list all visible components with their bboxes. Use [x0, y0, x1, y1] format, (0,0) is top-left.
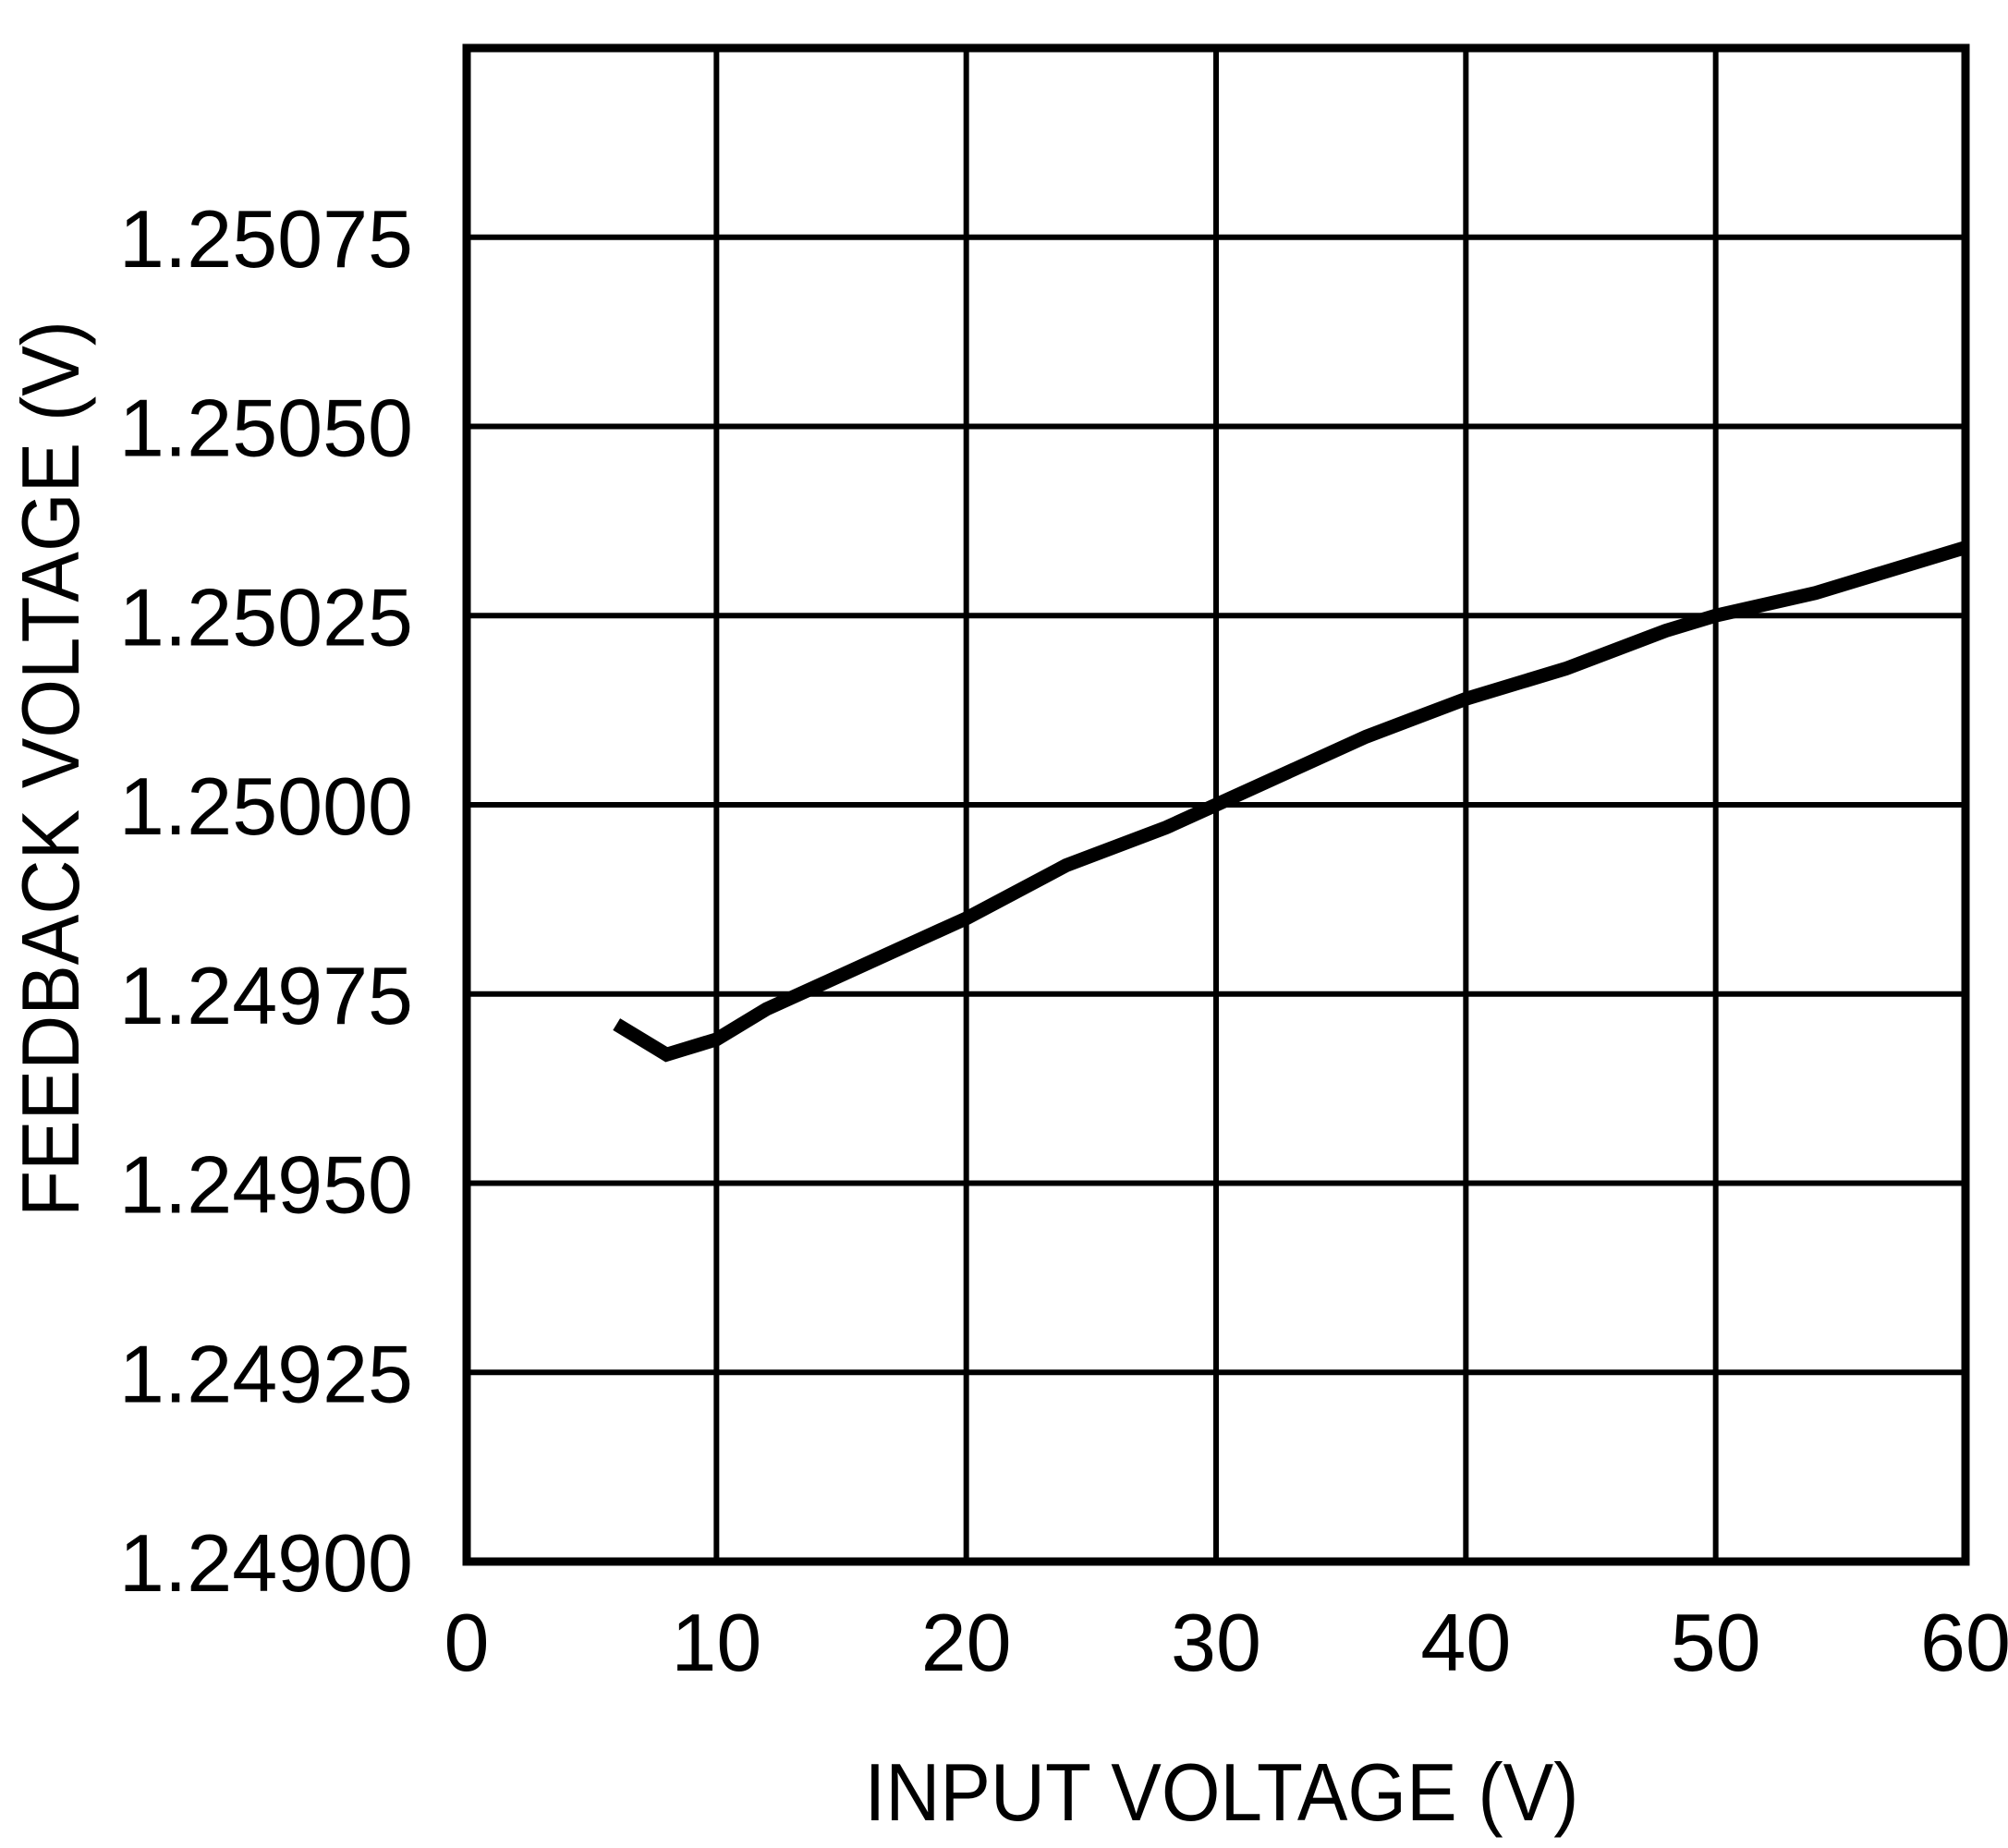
- y-tick-label: 1.24975: [119, 950, 413, 1041]
- x-tick-label: 40: [1420, 1597, 1511, 1688]
- x-axis-title: INPUT VOLTAGE (V): [865, 1747, 1579, 1838]
- x-tick-label: 0: [444, 1597, 490, 1688]
- y-tick-label: 1.24925: [119, 1328, 413, 1419]
- y-tick-label: 1.25050: [119, 383, 413, 474]
- y-tick-label: 1.25025: [119, 571, 413, 663]
- x-tick-label: 50: [1671, 1597, 1761, 1688]
- y-tick-label: 1.25000: [119, 760, 413, 852]
- y-tick-label: 1.24950: [119, 1139, 413, 1231]
- x-tick-label: 30: [1171, 1597, 1261, 1688]
- y-tick-label: 1.24900: [119, 1517, 413, 1609]
- y-axis-tick-labels: 1.24900 1.24925 1.24950 1.24975 1.25000 1.250…: [119, 193, 413, 1609]
- x-axis-tick-labels: 0 10 20 30 40 50 60: [444, 1597, 2008, 1688]
- x-tick-label: 10: [671, 1597, 761, 1688]
- data-series-line: [613, 541, 1968, 1063]
- plot-area-frame: [462, 43, 1970, 1566]
- x-tick-label: 60: [1920, 1597, 2008, 1688]
- y-tick-label: 1.25075: [119, 193, 413, 285]
- x-tick-label: 20: [921, 1597, 1012, 1688]
- y-axis-title: FEEDBACK VOLTAGE (V): [6, 321, 96, 1217]
